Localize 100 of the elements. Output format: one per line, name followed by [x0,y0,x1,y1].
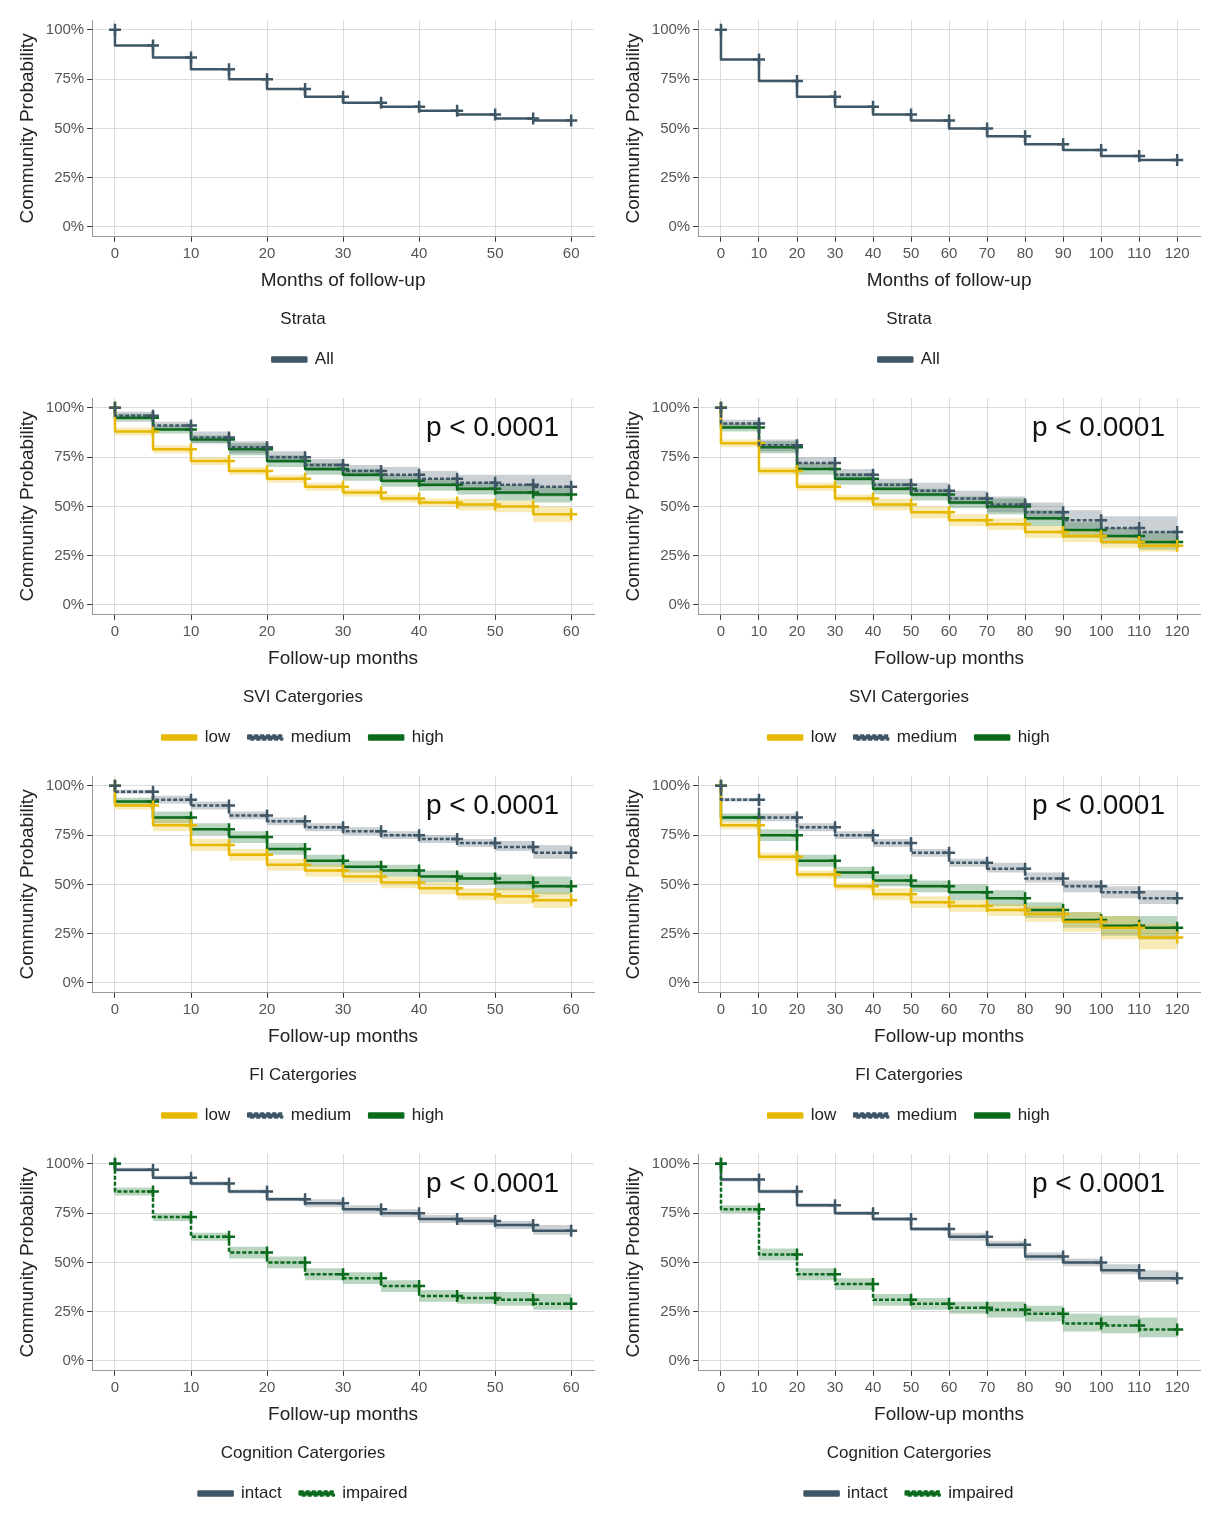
y-tick-label: 100% [45,1154,85,1171]
y-tick-label: 100% [651,20,691,37]
x-tick-label: 30 [334,1377,352,1395]
y-tick-label: 25% [54,167,85,185]
y-tick-label: 50% [660,118,691,136]
x-tick-label: 0 [716,243,726,261]
x-tick-label: 40 [410,999,428,1017]
y-tick-label: 0% [62,973,85,991]
x-tick-label: 120 [1164,1377,1190,1395]
legend-label: medium [896,727,958,747]
y-tick-label: 0% [668,217,691,235]
legend-label: low [810,727,837,747]
x-tick-label: 0 [716,999,726,1017]
x-tick-label: 20 [258,1377,276,1395]
legend-title: Cognition Catergories [826,1442,992,1462]
y-tick-label: 75% [54,825,85,843]
x-axis-title: Months of follow-up [866,269,1032,291]
y-axis-title: Community Probability [621,1166,643,1358]
y-tick-label: 25% [54,1301,85,1319]
y-tick-label: 25% [54,923,85,941]
x-tick-label: 60 [940,1377,958,1395]
x-tick-label: 100 [1088,999,1114,1017]
x-axis-title: Months of follow-up [260,269,426,291]
y-tick-label: 50% [660,1252,691,1270]
y-axis-title: Community Probability [621,788,643,980]
y-tick-label: 50% [660,496,691,514]
y-tick-label: 75% [660,69,691,87]
y-tick-label: 25% [660,545,691,563]
x-tick-label: 40 [410,243,428,261]
x-tick-label: 20 [258,621,276,639]
x-tick-label: 30 [334,243,352,261]
y-tick-label: 75% [660,447,691,465]
y-tick-label: 75% [54,447,85,465]
y-tick-label: 100% [651,398,691,415]
x-tick-label: 40 [864,999,882,1017]
y-tick-label: 25% [660,167,691,185]
x-tick-label: 0 [716,621,726,639]
x-tick-label: 70 [978,999,996,1017]
x-tick-label: 20 [258,243,276,261]
x-tick-label: 30 [826,1377,844,1395]
y-tick-label: 25% [660,923,691,941]
x-tick-label: 50 [902,621,920,639]
x-tick-label: 80 [1016,999,1034,1017]
x-tick-label: 120 [1164,621,1190,639]
legend-label: high [411,1105,444,1125]
y-axis-title: Community Probability [15,788,37,980]
x-tick-label: 90 [1054,999,1072,1017]
y-tick-label: 100% [45,776,85,793]
x-tick-label: 100 [1088,1377,1114,1395]
x-tick-label: 50 [902,243,920,261]
y-tick-label: 0% [668,595,691,613]
x-tick-label: 0 [110,999,120,1017]
legend-label: All [920,349,940,369]
x-tick-label: 10 [182,621,200,639]
x-tick-label: 20 [258,999,276,1017]
legend-label: low [204,727,231,747]
x-tick-label: 110 [1127,621,1152,639]
x-tick-label: 30 [826,999,844,1017]
x-tick-label: 70 [978,1377,996,1395]
y-tick-label: 75% [660,1203,691,1221]
x-tick-label: 90 [1054,243,1072,261]
x-tick-label: 100 [1088,621,1114,639]
legend-label: intact [241,1483,282,1503]
legend-label: All [314,349,334,369]
x-tick-label: 50 [486,621,504,639]
x-tick-label: 60 [562,999,580,1017]
x-tick-label: 60 [562,621,580,639]
legend-label: intact [847,1483,888,1503]
x-tick-label: 0 [716,1377,726,1395]
y-tick-label: 50% [54,1252,85,1270]
legend-title: SVI Catergories [849,686,969,706]
legend-label: impaired [342,1483,408,1503]
legend-title: Strata [280,308,327,328]
x-tick-label: 60 [940,621,958,639]
y-tick-label: 25% [660,1301,691,1319]
x-tick-label: 10 [750,243,768,261]
x-tick-label: 120 [1164,999,1190,1017]
y-axis-title: Community Probability [621,410,643,602]
x-tick-label: 90 [1054,621,1072,639]
x-tick-label: 30 [826,243,844,261]
x-tick-label: 50 [902,1377,920,1395]
x-tick-label: 70 [978,243,996,261]
x-tick-label: 110 [1127,243,1152,261]
x-tick-label: 40 [410,1377,428,1395]
y-tick-label: 50% [54,874,85,892]
annotation: p < 0.0001 [1031,1166,1165,1198]
x-tick-label: 100 [1088,243,1114,261]
y-tick-label: 50% [660,874,691,892]
y-tick-label: 50% [54,118,85,136]
y-axis-title: Community Probability [15,1166,37,1358]
annotation: p < 0.0001 [425,410,559,442]
legend-title: SVI Catergories [243,686,363,706]
x-axis-title: Follow-up months [268,1025,419,1047]
x-tick-label: 90 [1054,1377,1072,1395]
y-axis-title: Community Probability [15,32,37,224]
legend-label: medium [290,727,352,747]
x-tick-label: 120 [1164,243,1190,261]
x-tick-label: 40 [864,1377,882,1395]
legend-title: Strata [886,308,933,328]
x-tick-label: 20 [788,621,806,639]
